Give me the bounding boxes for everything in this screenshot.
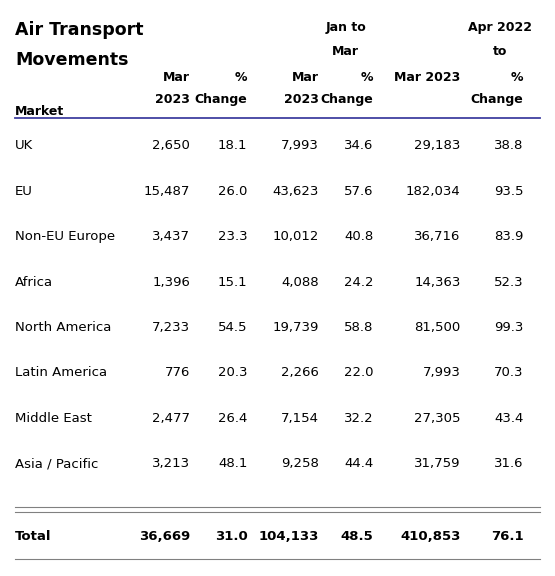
- Text: 18.1: 18.1: [218, 139, 248, 152]
- Text: 2,266: 2,266: [281, 366, 319, 380]
- Text: 43.4: 43.4: [494, 412, 523, 425]
- Text: 22.0: 22.0: [344, 366, 373, 380]
- Text: 38.8: 38.8: [494, 139, 523, 152]
- Text: Africa: Africa: [15, 275, 53, 289]
- Text: 10,012: 10,012: [272, 230, 319, 243]
- Text: 34.6: 34.6: [344, 139, 373, 152]
- Text: 20.3: 20.3: [218, 366, 248, 380]
- Text: 2,650: 2,650: [152, 139, 190, 152]
- Text: Mar: Mar: [163, 71, 190, 84]
- Text: Movements: Movements: [15, 51, 129, 69]
- Text: 76.1: 76.1: [491, 530, 523, 543]
- Text: Total: Total: [15, 530, 52, 543]
- Text: %: %: [361, 71, 373, 84]
- Text: Non-EU Europe: Non-EU Europe: [15, 230, 115, 243]
- Text: 31.0: 31.0: [215, 530, 248, 543]
- Text: 15.1: 15.1: [218, 275, 248, 289]
- Text: 1,396: 1,396: [152, 275, 190, 289]
- Text: 31,759: 31,759: [414, 457, 461, 470]
- Text: 83.9: 83.9: [494, 230, 523, 243]
- Text: 27,305: 27,305: [414, 412, 461, 425]
- Text: 24.2: 24.2: [344, 275, 373, 289]
- Text: 36,669: 36,669: [139, 530, 190, 543]
- Text: 54.5: 54.5: [218, 321, 248, 334]
- Text: 182,034: 182,034: [406, 185, 461, 198]
- Text: 36,716: 36,716: [414, 230, 461, 243]
- Text: 43,623: 43,623: [272, 185, 319, 198]
- Text: 9,258: 9,258: [281, 457, 319, 470]
- Text: Latin America: Latin America: [15, 366, 107, 380]
- Text: 14,363: 14,363: [414, 275, 461, 289]
- Text: 4,088: 4,088: [281, 275, 319, 289]
- Text: 58.8: 58.8: [344, 321, 373, 334]
- Text: Mar 2023: Mar 2023: [395, 71, 461, 84]
- Text: 99.3: 99.3: [494, 321, 523, 334]
- Text: 776: 776: [165, 366, 190, 380]
- Text: 2023: 2023: [155, 93, 190, 106]
- Text: Air Transport: Air Transport: [15, 21, 144, 39]
- Text: 31.6: 31.6: [494, 457, 523, 470]
- Text: 19,739: 19,739: [272, 321, 319, 334]
- Text: Change: Change: [471, 93, 523, 106]
- Text: 70.3: 70.3: [494, 366, 523, 380]
- Text: 57.6: 57.6: [344, 185, 373, 198]
- Text: 23.3: 23.3: [218, 230, 248, 243]
- Text: Apr 2022: Apr 2022: [468, 21, 532, 34]
- Text: 2023: 2023: [284, 93, 319, 106]
- Text: 410,853: 410,853: [400, 530, 461, 543]
- Text: 26.0: 26.0: [218, 185, 248, 198]
- Text: %: %: [511, 71, 523, 84]
- Text: 26.4: 26.4: [218, 412, 248, 425]
- Text: Asia / Pacific: Asia / Pacific: [15, 457, 98, 470]
- Text: 7,993: 7,993: [423, 366, 461, 380]
- Text: Jan to: Jan to: [325, 21, 366, 34]
- Text: 44.4: 44.4: [344, 457, 373, 470]
- Text: 2,477: 2,477: [152, 412, 190, 425]
- Text: Middle East: Middle East: [15, 412, 92, 425]
- Text: 7,993: 7,993: [281, 139, 319, 152]
- Text: 15,487: 15,487: [144, 185, 190, 198]
- Text: 3,437: 3,437: [152, 230, 190, 243]
- Text: Mar: Mar: [332, 45, 359, 58]
- Text: 48.1: 48.1: [218, 457, 248, 470]
- Text: 104,133: 104,133: [258, 530, 319, 543]
- Text: 3,213: 3,213: [152, 457, 190, 470]
- Text: 7,233: 7,233: [152, 321, 190, 334]
- Text: Mar: Mar: [291, 71, 319, 84]
- Text: Change: Change: [195, 93, 248, 106]
- Text: 32.2: 32.2: [344, 412, 373, 425]
- Text: North America: North America: [15, 321, 112, 334]
- Text: Change: Change: [320, 93, 373, 106]
- Text: UK: UK: [15, 139, 33, 152]
- Text: 29,183: 29,183: [414, 139, 461, 152]
- Text: 93.5: 93.5: [494, 185, 523, 198]
- Text: EU: EU: [15, 185, 33, 198]
- Text: 7,154: 7,154: [280, 412, 319, 425]
- Text: Market: Market: [15, 105, 64, 118]
- Text: %: %: [235, 71, 248, 84]
- Text: 81,500: 81,500: [415, 321, 461, 334]
- Text: 40.8: 40.8: [344, 230, 373, 243]
- Text: to: to: [493, 45, 507, 58]
- Text: 48.5: 48.5: [340, 530, 373, 543]
- Text: 52.3: 52.3: [494, 275, 523, 289]
